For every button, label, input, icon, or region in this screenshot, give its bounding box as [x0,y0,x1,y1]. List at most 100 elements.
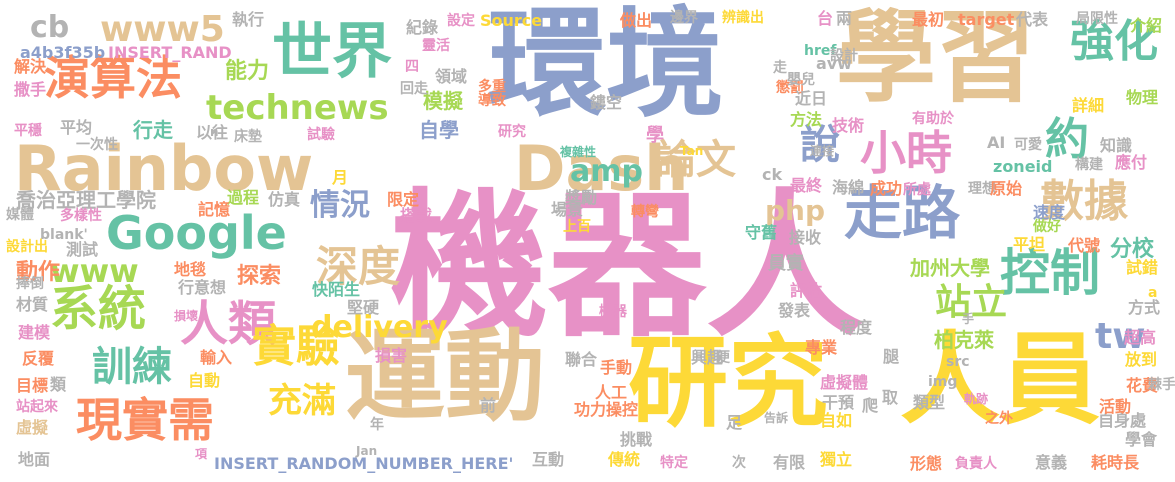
word-175: 花費 [1126,376,1159,395]
word-177: 放到 [1125,350,1158,369]
word-121: 獎勵 [565,188,598,207]
word-43: 自學 [419,118,459,142]
word-144: 興趣 [691,348,724,367]
word-65: 撒手 [14,80,47,99]
word-114: 連接 [810,144,835,158]
word-57: 台 [817,9,834,28]
word-18: 人類 [180,296,277,352]
word-74: 技術 [832,116,865,135]
word-148: 目標 [16,376,49,395]
word-129: blank' [40,227,88,243]
word-190: 告訴 [764,411,789,425]
word-52: 設定 [447,13,475,29]
word-95: 試錯 [1126,258,1159,277]
word-139: 建模 [18,323,51,342]
word-5: 人員 [900,321,1100,438]
word-20: 實驗 [252,321,340,372]
word-97: a [1148,285,1158,301]
word-146: src [946,354,970,370]
word-159: 項 [195,447,208,461]
word-145: 便 [716,350,730,366]
word-1: 環境 [488,0,725,133]
word-135: 堅硬 [347,298,380,317]
word-91: 速度 [1033,203,1066,222]
word-34: 情況 [310,188,370,223]
word-55: 邊界 [670,10,698,26]
word-24: 說 [800,122,840,168]
word-137: 材質 [16,295,49,314]
word-171: 耗時長 [1091,453,1140,472]
word-141: 損害 [375,346,408,365]
word-142: 輸入 [200,348,233,367]
word-61: 代表 [1016,10,1049,29]
word-104: 近日 [795,89,828,108]
word-134: 快陌生 [312,280,361,299]
word-120: 搭載 [400,206,433,225]
word-62: 局限性 [1076,11,1118,27]
word-185: 取 [882,388,899,407]
word-69: 以往 [196,123,229,142]
word-106: 四 [405,59,419,75]
word-197: 研究 [498,124,526,140]
word-63: 介紹 [1130,16,1163,35]
word-156: 前 [480,396,497,415]
word-90: 原始 [990,179,1023,198]
word-14: 強化 [1070,16,1158,67]
word-178: 超高 [1124,328,1157,347]
word-125: 守舊 [745,223,778,242]
word-123: 上百 [563,219,591,235]
word-113: Tan [680,144,704,158]
word-143: 聯合 [565,350,598,369]
word-27: www [50,252,139,290]
word-66: 平穩 [14,123,42,139]
word-51: 紀錄 [406,18,439,37]
word-111: 鏤空 [590,93,623,112]
word-191: 評估 [790,281,823,300]
word-108: 多重 [478,79,506,95]
word-0: 機器人 [390,175,864,359]
word-122: 場景 [551,200,584,219]
word-82: zoneid [993,157,1053,176]
word-37: 喬治亞理工學院 [16,188,156,212]
word-19: 現實需 [76,393,214,447]
word-87: 成功 [870,179,903,198]
word-181: 腿 [883,347,900,366]
word-73: 方法 [790,110,823,129]
word-184: 自如 [820,411,853,430]
word-64: 解決 [14,57,47,76]
word-161: 傳統 [608,450,641,469]
word-85: 最終 [790,176,823,195]
word-194: 手 [962,312,975,326]
word-163: 挑戰 [620,430,653,449]
word-23: 論文 [656,137,736,183]
word-15: 數據 [1040,176,1128,227]
word-151: 虛擬 [16,418,49,437]
word-162: 特定 [660,455,688,471]
word-155: 功力操控 [574,400,639,419]
word-189: 之外 [985,411,1013,427]
word-89: 理想 [968,181,996,197]
word-167: 獨立 [820,450,853,469]
word-169: 負責人 [955,456,997,472]
word-25: technews [206,88,389,128]
word-187: 類型 [913,393,946,412]
word-71: 試驗 [307,127,335,143]
word-180: 程度 [840,318,873,337]
word-170: 意義 [1035,453,1068,472]
word-93: 平坦 [1013,235,1046,254]
word-115: 月 [332,168,349,187]
word-40: 加州大學 [910,256,990,280]
word-92: 做好 [1033,219,1061,235]
word-147: img [928,374,958,390]
word-81: 可愛 [1014,137,1042,153]
word-107: 領域 [435,67,468,86]
word-38: 動作 [16,260,61,285]
word-44: 模擬 [423,89,463,113]
word-140: 反覆 [22,349,55,368]
word-182: 虛擬體 [820,373,869,392]
word-126: 接收 [789,228,822,247]
word-79: 詳細 [1072,96,1105,115]
word-110: 導致 [478,93,506,109]
word-45: 分校 [1110,237,1155,262]
word-130: 設計出 [6,239,48,255]
